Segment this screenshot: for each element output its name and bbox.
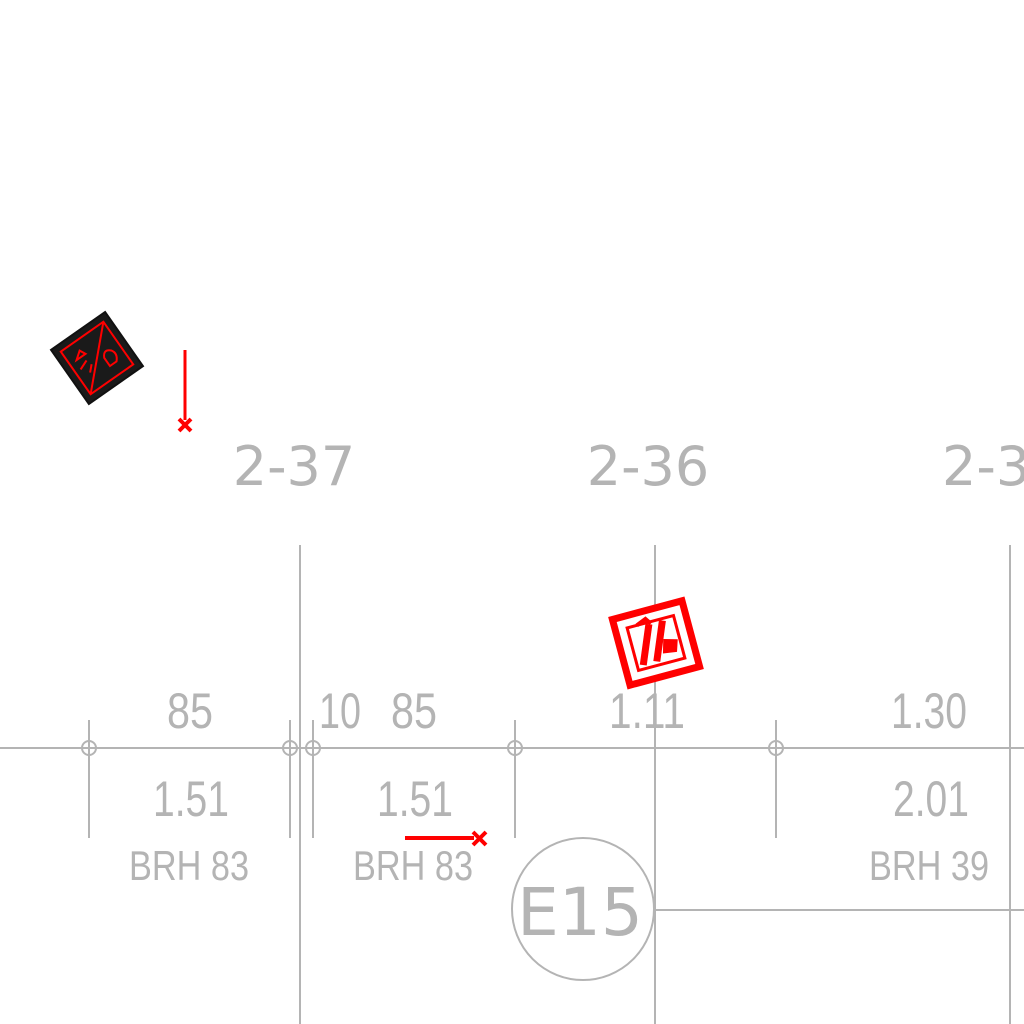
brh-label: BRH 39 [869, 842, 989, 889]
room-tag-bubble[interactable]: E15 [511, 837, 655, 981]
room-tag-label: E15 [517, 874, 643, 951]
lower-dimension-value: 1.51 [377, 771, 453, 827]
gridline-label-2-37: 2-37 [233, 435, 356, 498]
gridline-label-2-3: 2-3 [942, 435, 1024, 498]
dimension-node [81, 740, 97, 756]
fire-extinguisher-sign-icon[interactable] [608, 596, 704, 690]
dimension-node [305, 740, 321, 756]
upper-dimension-value: 85 [391, 683, 437, 739]
brh-label: BRH 83 [129, 842, 249, 889]
room-tag-circle [511, 837, 655, 981]
dimension-node [507, 740, 523, 756]
lower-dimension-value: 1.51 [153, 771, 229, 827]
brh-label: BRH 83 [353, 842, 473, 889]
upper-dimension-value: 1.11 [609, 683, 685, 739]
upper-dimension-value: 85 [167, 683, 213, 739]
fire-equipment-sign-icon[interactable] [49, 310, 145, 406]
lower-dimension-value: 2.01 [893, 771, 969, 827]
dimension-node [768, 740, 784, 756]
leader-endpoint-x-icon [177, 417, 193, 433]
dimension-node [282, 740, 298, 756]
upper-dimension-value: 1.30 [891, 683, 967, 739]
leader-endpoint-x-icon [471, 830, 488, 847]
gridline-label-2-36: 2-36 [587, 435, 710, 498]
upper-dimension-value: 10 [319, 683, 361, 739]
